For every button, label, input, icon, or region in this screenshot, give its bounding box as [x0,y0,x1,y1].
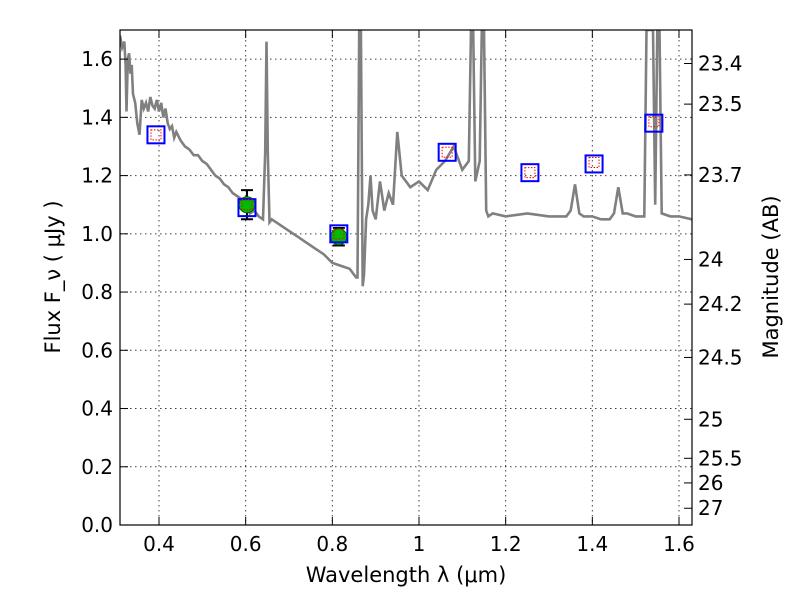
magnitude-tick-label: 27 [698,496,723,520]
x-tick-label: 1 [413,532,426,556]
x-tick-label: 1.4 [576,532,608,556]
magnitude-tick-label: 23.4 [698,52,743,76]
x-tick-label: 1.2 [490,532,522,556]
model-flux-square [644,113,664,133]
magnitude-axis-title: Magnitude (AB) [759,195,783,358]
model-flux-square-inner [150,129,162,141]
plot-area [120,30,692,287]
model-flux-square [520,163,540,183]
y-tick-label: 1.2 [81,164,113,188]
magnitude-tick-label: 25 [698,407,723,431]
plot-frame [119,29,693,526]
y-tick-label: 1.0 [81,222,113,246]
y-axis-title: Flux F_ν ( μJy ) [41,200,66,353]
x-tick-label: 0.4 [143,532,175,556]
grid-layer [120,30,692,525]
magnitude-tick-label: 24.5 [698,345,743,369]
magnitude-tick-label: 23.5 [698,92,743,116]
magnitude-tick-label: 24.2 [698,292,743,316]
model-spectrum-line [120,30,692,287]
model-flux-square [329,224,349,244]
y-tick-label: 0.4 [81,397,113,421]
model-flux-square [584,154,604,174]
y-tick-label: 0.2 [81,455,113,479]
x-tick-label: 0.8 [316,532,348,556]
x-tick-label: 0.6 [230,532,262,556]
model-flux-square [237,198,257,218]
model-flux-square [146,125,166,145]
magnitude-tick-label: 25.5 [698,446,743,470]
tick-layer: 0.4 0.6 0.8 1 1.2 1.4 1.6 0.0 0.2 0.4 0.6 0.8 1.0 1.2… [81,30,743,556]
marker-layer [146,113,664,247]
model-flux-square-inner [333,228,345,240]
magnitude-tick-label: 26 [698,471,723,495]
model-flux-square-inner [524,167,536,179]
magnitude-tick-label: 24 [698,247,723,271]
y-tick-label: 1.4 [81,105,113,129]
magnitude-tick-label: 23.7 [698,163,743,187]
model-flux-square-inner [588,156,600,168]
model-flux-square [437,142,457,162]
y-tick-label: 1.6 [81,47,113,71]
model-flux-square-inner [241,199,253,211]
x-tick-label: 1.6 [663,532,695,556]
y-tick-label: 0.8 [81,280,113,304]
model-flux-square-inner [648,116,660,128]
y-tick-label: 0.0 [81,513,113,537]
x-axis-title: Wavelength λ (μm) [306,563,507,587]
model-flux-square-inner [441,146,453,158]
y-tick-label: 0.6 [81,338,113,362]
